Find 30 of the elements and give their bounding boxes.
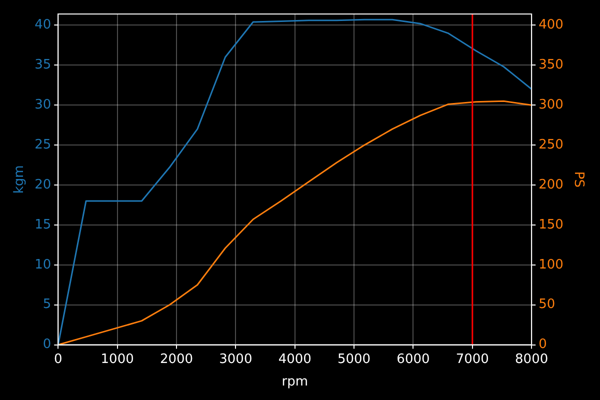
x-tick-label: 0 [54,352,62,367]
y2-tick-label: 50 [538,297,556,312]
y2-tick-label: 300 [538,97,564,112]
y2-tick-label: 250 [538,137,564,152]
x-tick-label: 4000 [278,352,312,367]
y-tick-label: 20 [34,177,52,192]
y2-tick-label: 100 [538,257,564,272]
y-tick-label: 0 [42,337,52,352]
x-tick-label: 1000 [100,352,134,367]
x-tick-label: 7000 [456,352,489,367]
y-tick-label: 30 [34,97,52,112]
y-tick-label: 25 [34,137,52,152]
y-tick-label: 10 [34,257,52,272]
x-tick-label: 8000 [515,352,548,367]
y-tick-label: 15 [34,217,52,232]
y2-axis-title: PS [570,171,586,188]
y-tick-label: 35 [34,58,52,73]
x-tick-label: 3000 [219,352,252,367]
y2-tick-label: 150 [538,217,564,232]
y-tick-label: 5 [42,297,52,312]
y2-tick-label: 350 [538,58,564,73]
y2-tick-label: 0 [538,337,547,352]
y-tick-label: 40 [34,18,52,33]
y2-tick-label: 200 [538,177,564,192]
x-tick-label: 2000 [160,352,194,367]
x-tick-label: 6000 [396,352,430,367]
y2-tick-label: 400 [538,18,564,33]
x-tick-label: 5000 [338,352,371,367]
y-axis-title: kgm [12,165,28,194]
x-axis-title: rpm [282,374,308,390]
